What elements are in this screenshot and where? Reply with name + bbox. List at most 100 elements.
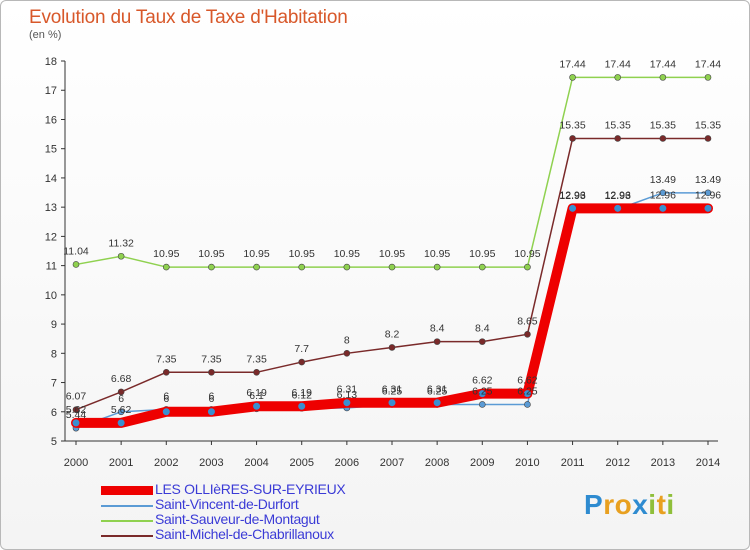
data-label: 11.32 bbox=[108, 237, 134, 249]
legend-swatch bbox=[101, 535, 153, 537]
data-point bbox=[162, 263, 170, 271]
data-point bbox=[704, 74, 712, 81]
data-label: 10.95 bbox=[198, 248, 224, 260]
data-label: 10.95 bbox=[379, 248, 405, 260]
data-point bbox=[704, 189, 712, 197]
data-point bbox=[116, 418, 126, 428]
data-label: 7.35 bbox=[201, 353, 222, 365]
data-label: 10.95 bbox=[424, 248, 450, 260]
data-label: 6.25 bbox=[517, 385, 538, 397]
logo-letter: o bbox=[614, 489, 633, 520]
data-point bbox=[342, 398, 352, 408]
proxiti-logo: Proxiti bbox=[584, 489, 675, 521]
x-tick-label: 2013 bbox=[651, 457, 675, 469]
x-tick-label: 2005 bbox=[289, 457, 313, 469]
x-tick-label: 2002 bbox=[154, 457, 178, 469]
x-tick-label: 2009 bbox=[470, 457, 494, 469]
logo-letter: i bbox=[648, 489, 657, 520]
y-tick-label: 14 bbox=[45, 173, 57, 185]
data-point bbox=[343, 350, 351, 357]
data-point bbox=[613, 203, 623, 213]
data-label: 5.62 bbox=[111, 404, 132, 416]
logo-letter: x bbox=[632, 489, 649, 520]
data-label: 6.25 bbox=[382, 385, 403, 397]
data-point bbox=[704, 135, 712, 142]
legend-item: Saint-Michel-de-Chabrillanoux bbox=[101, 526, 361, 543]
data-point bbox=[298, 358, 306, 366]
legend-swatch bbox=[101, 505, 153, 507]
x-tick-label: 2010 bbox=[515, 457, 539, 469]
data-point bbox=[659, 189, 667, 197]
data-point bbox=[703, 203, 713, 213]
x-tick-label: 2006 bbox=[335, 457, 359, 469]
logo-letter: P bbox=[584, 489, 604, 520]
data-point bbox=[522, 389, 532, 399]
data-label: 6 bbox=[209, 390, 215, 402]
data-point bbox=[388, 263, 396, 271]
legend-swatch bbox=[101, 486, 153, 495]
data-label: 8.2 bbox=[385, 328, 400, 340]
data-point bbox=[208, 369, 215, 376]
data-label: 17.44 bbox=[559, 58, 585, 70]
data-label: 7.35 bbox=[246, 353, 267, 365]
data-label: 12.93 bbox=[559, 190, 585, 202]
data-label: 12.96 bbox=[559, 189, 585, 201]
y-tick-label: 5 bbox=[51, 436, 57, 448]
legend-item: LES OLLIèRES-SUR-EYRIEUX bbox=[101, 481, 361, 498]
data-point bbox=[117, 252, 125, 260]
y-tick-label: 7 bbox=[51, 378, 57, 390]
y-tick-label: 13 bbox=[45, 202, 57, 214]
line-chart: 5 6 7 8 9 10 11 12 13 14 15 16 17 18 2000 2001 2002 2003 2… bbox=[45, 56, 722, 469]
data-label: 5.62 bbox=[66, 404, 87, 416]
data-label: 6.68 bbox=[111, 373, 132, 385]
series-line bbox=[75, 76, 709, 268]
data-label: 10.95 bbox=[469, 248, 495, 260]
data-label: 6.62 bbox=[472, 375, 493, 387]
data-point bbox=[569, 74, 576, 81]
data-label: 6.31 bbox=[382, 384, 403, 396]
data-label: 10.95 bbox=[289, 248, 315, 260]
y-tick-label: 6 bbox=[51, 407, 57, 419]
data-label: 15.35 bbox=[559, 119, 585, 131]
series-line bbox=[75, 137, 709, 411]
data-label: 6.31 bbox=[337, 384, 358, 396]
logo-letter: t bbox=[656, 489, 667, 520]
data-label: 6.07 bbox=[66, 391, 87, 403]
data-point bbox=[659, 74, 667, 81]
data-point bbox=[524, 401, 531, 408]
y-tick-label: 16 bbox=[45, 114, 57, 126]
legend-label: Saint-Sauveur-de-Montagut bbox=[155, 511, 320, 527]
x-tick-label: 2011 bbox=[561, 457, 585, 469]
data-label: 7.7 bbox=[294, 343, 309, 355]
data-label: 12.93 bbox=[605, 190, 631, 202]
data-label: 6.25 bbox=[472, 385, 493, 397]
logo-letter: r bbox=[603, 489, 615, 520]
data-point bbox=[388, 344, 396, 351]
data-label: 12.96 bbox=[605, 189, 631, 201]
data-point bbox=[477, 389, 487, 399]
data-point bbox=[252, 401, 262, 411]
data-label: 10.95 bbox=[153, 248, 179, 260]
y-tick-label: 12 bbox=[45, 231, 57, 243]
x-tick-label: 2004 bbox=[244, 457, 268, 469]
data-point bbox=[524, 263, 531, 271]
data-label: 12.96 bbox=[650, 189, 676, 201]
data-point bbox=[117, 388, 125, 396]
data-label: 7.35 bbox=[156, 353, 177, 365]
data-point bbox=[343, 263, 351, 271]
data-label: 17.44 bbox=[695, 58, 721, 70]
data-point bbox=[659, 135, 667, 142]
data-label: 6.19 bbox=[246, 387, 267, 399]
data-point bbox=[524, 331, 531, 338]
data-label: 15.35 bbox=[650, 119, 676, 131]
data-label: 17.44 bbox=[650, 58, 676, 70]
data-point bbox=[569, 135, 576, 142]
data-point bbox=[72, 261, 80, 268]
x-tick-label: 2007 bbox=[380, 457, 404, 469]
data-point bbox=[208, 263, 215, 271]
y-tick-label: 17 bbox=[45, 85, 57, 97]
data-label: 6 bbox=[163, 390, 169, 402]
data-label: 15.35 bbox=[695, 119, 721, 131]
data-label: 10.95 bbox=[514, 248, 540, 260]
